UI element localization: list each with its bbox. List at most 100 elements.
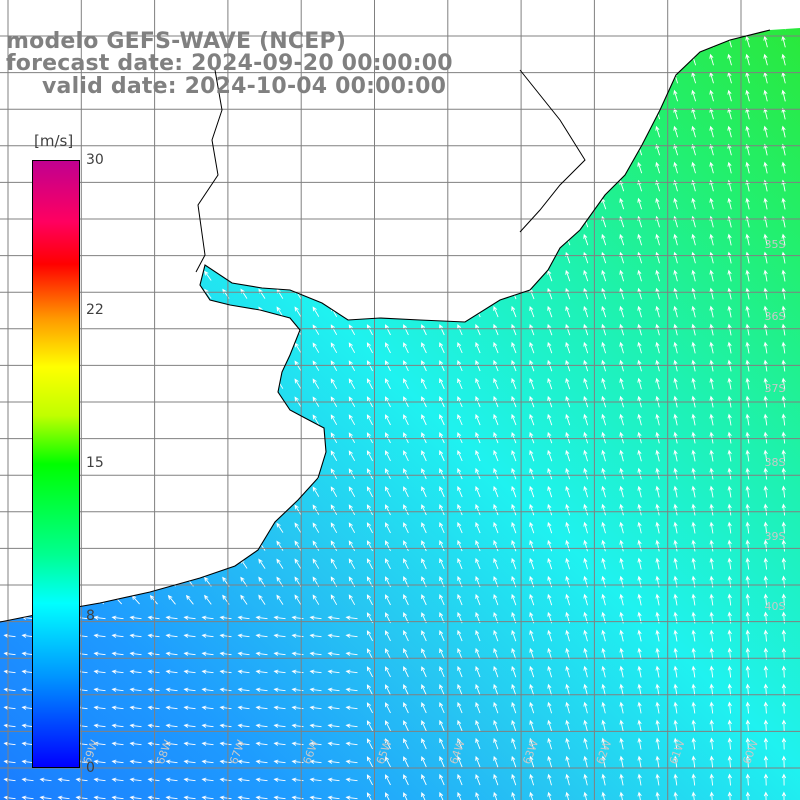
wind-arrow <box>168 324 176 335</box>
wind-arrow <box>385 738 391 750</box>
wind-arrow <box>167 594 176 605</box>
wind-arrow <box>763 755 768 768</box>
wind-arrow <box>149 288 158 299</box>
wind-arrow <box>583 701 588 714</box>
forecast-date-title: forecast date: 2024-09-20 00:00:00 <box>6 51 453 76</box>
wind-arrow <box>763 629 768 642</box>
wind-arrow <box>529 647 535 660</box>
wind-arrow <box>493 485 499 498</box>
wind-arrow <box>493 215 499 228</box>
wind-arrow <box>93 669 106 674</box>
wind-arrow <box>565 719 570 732</box>
wind-arrow <box>673 143 679 156</box>
wind-arrow <box>312 28 320 30</box>
wind-arrow <box>240 252 248 263</box>
wind-arrow <box>547 269 553 282</box>
wind-arrow <box>727 755 732 768</box>
wind-arrow <box>183 633 196 638</box>
wind-arrow <box>709 269 714 282</box>
wind-arrow <box>421 486 427 498</box>
wind-arrow <box>385 792 391 800</box>
wind-arrow <box>457 737 463 750</box>
wind-arrow <box>619 449 624 462</box>
wind-arrow <box>421 126 427 138</box>
wind-arrow <box>583 683 588 696</box>
wind-arrow <box>240 414 248 425</box>
wind-arrow <box>186 162 194 173</box>
wind-arrow <box>385 234 391 246</box>
wind-arrow <box>637 575 642 588</box>
wind-arrow <box>511 539 517 552</box>
wind-arrow <box>727 539 732 552</box>
wind-arrow <box>565 431 571 444</box>
wind-arrow <box>673 521 678 534</box>
wind-arrow <box>781 35 786 48</box>
wind-arrow <box>781 701 787 714</box>
wind-arrow <box>493 539 499 552</box>
wind-arrow <box>168 198 176 209</box>
wind-arrow <box>511 737 517 750</box>
wind-arrow <box>219 651 232 656</box>
wind-arrow <box>601 377 607 390</box>
wind-arrow <box>565 215 571 228</box>
wind-arrow <box>186 252 194 263</box>
wind-arrow <box>727 143 732 156</box>
wind-arrow <box>457 90 463 102</box>
wind-arrow <box>150 198 158 209</box>
wind-arrow <box>745 467 750 480</box>
wind-arrow <box>601 305 607 318</box>
wind-arrow <box>421 720 427 732</box>
wind-arrow <box>385 108 391 120</box>
wind-arrow <box>149 306 158 317</box>
wind-arrow <box>565 683 570 696</box>
wind-arrow <box>637 557 642 570</box>
wind-arrow <box>601 629 606 642</box>
wind-arrow <box>673 791 678 800</box>
wind-arrow <box>655 431 660 444</box>
wind-arrow <box>457 773 463 786</box>
wind-arrow <box>439 28 445 30</box>
wind-arrow <box>439 288 445 300</box>
wind-arrow <box>745 737 750 750</box>
wind-arrow <box>366 558 373 570</box>
wind-arrow <box>185 540 194 551</box>
wind-arrow <box>475 629 481 642</box>
wind-arrow <box>601 449 606 462</box>
wind-arrow <box>529 431 535 444</box>
wind-arrow <box>745 287 750 300</box>
wind-arrow <box>655 575 660 588</box>
wind-arrow <box>475 36 481 48</box>
wind-arrow <box>255 651 268 656</box>
wind-arrow <box>348 450 356 462</box>
wind-arrow <box>727 125 732 138</box>
valid-date-title: valid date: 2024-10-04 00:00:00 <box>42 74 447 99</box>
wind-arrow <box>529 467 535 480</box>
wind-arrow <box>186 108 194 119</box>
wind-arrow <box>421 108 427 120</box>
wind-arrow <box>327 669 340 674</box>
wind-arrow <box>673 485 678 498</box>
wind-arrow <box>403 450 409 462</box>
wind-arrow <box>403 108 409 120</box>
wind-arrow <box>583 28 589 30</box>
wind-arrow <box>529 503 535 516</box>
wind-arrow <box>583 341 589 354</box>
wind-arrow <box>655 449 660 462</box>
wind-arrow <box>150 28 158 29</box>
wind-arrow <box>240 378 248 389</box>
wind-arrow <box>294 234 302 245</box>
wind-arrow <box>457 503 463 516</box>
wind-arrow <box>150 270 158 281</box>
wind-arrow <box>691 665 696 678</box>
wind-arrow <box>745 431 750 444</box>
wind-arrow <box>583 359 589 372</box>
wind-arrow <box>366 360 373 372</box>
wind-arrow <box>745 665 750 678</box>
wind-arrow <box>240 360 248 371</box>
wind-arrow <box>475 647 481 660</box>
wind-arrow <box>763 269 768 282</box>
wind-arrow <box>183 777 196 782</box>
wind-arrow <box>637 449 642 462</box>
wind-arrow <box>457 557 463 570</box>
wind-arrow <box>294 468 302 479</box>
